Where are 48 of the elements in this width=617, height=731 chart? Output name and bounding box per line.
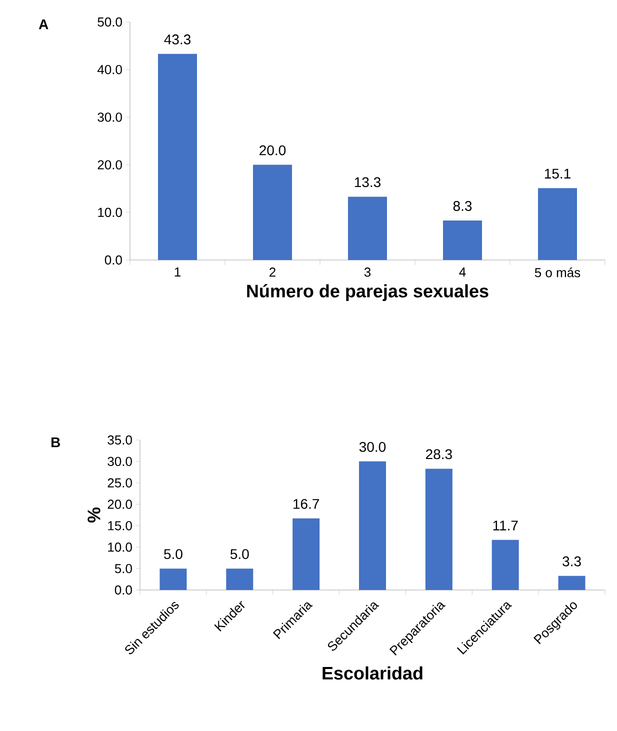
y-tick-label: 50.0 [98, 17, 122, 27]
y-tick-label: 40.0 [97, 64, 122, 74]
data-label: 3.3 [562, 556, 581, 566]
x-tick-label: 5 o más [534, 268, 580, 278]
x-tick-label: 2 [270, 268, 276, 277]
y-tick-label: 30.0 [98, 112, 122, 122]
y-tick-label: 30.0 [108, 456, 132, 466]
y-tick-label: 10.0 [98, 208, 122, 217]
y-tick-label: 0.0 [104, 255, 122, 265]
data-label: 16.7 [294, 498, 319, 509]
bar [538, 188, 577, 260]
data-label: 43.3 [164, 34, 190, 44]
data-label: 11.7 [493, 520, 518, 530]
y-tick-label: 20.0 [98, 160, 122, 170]
y-tick-label: 15.0 [108, 521, 132, 530]
x-tick-label: 1 [174, 268, 180, 276]
data-label: 8.3 [453, 201, 472, 211]
bar [492, 540, 519, 590]
chart-title: B [51, 438, 60, 448]
bar [226, 568, 254, 590]
chart-title: A [38, 20, 48, 30]
data-label: 15.1 [544, 168, 570, 179]
data-label: 20.0 [260, 145, 286, 156]
data-label: 5.0 [230, 549, 249, 560]
data-label: 13.3 [354, 177, 380, 188]
data-label: 5.0 [164, 549, 182, 560]
y-tick-label: 0.0 [114, 585, 132, 595]
x-axis-title: Escolaridad [322, 666, 422, 680]
bar [292, 518, 320, 590]
y-tick-label: 20.0 [108, 500, 132, 509]
y-tick-label: 10.0 [108, 542, 132, 552]
y-tick-label: 35.0 [108, 435, 132, 445]
y-axis-title: % [88, 507, 100, 523]
bar [425, 468, 452, 590]
bar [358, 461, 386, 590]
bar [160, 568, 187, 590]
bar [158, 54, 197, 260]
data-label: 30.0 [359, 442, 386, 452]
y-tick-label: 5.0 [114, 564, 132, 574]
bar [252, 164, 292, 260]
x-axis-title: Número de parejas sexuales [247, 284, 488, 302]
bar [442, 220, 482, 260]
x-tick-label: 4 [459, 268, 466, 276]
bar [558, 576, 586, 590]
x-tick-label: 3 [364, 268, 371, 277]
y-tick-label: 25.0 [108, 478, 132, 488]
bar [348, 196, 387, 260]
data-label: 28.3 [426, 449, 452, 460]
